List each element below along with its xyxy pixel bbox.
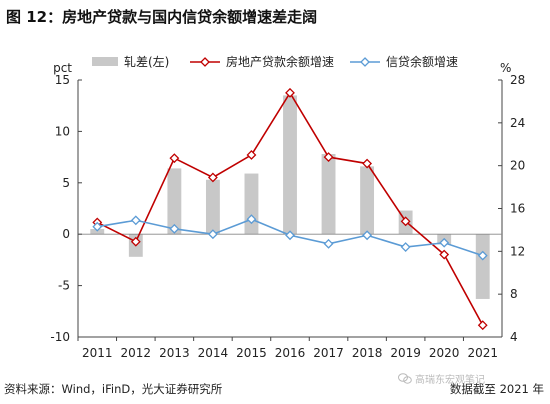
x-tick-label: 2017 xyxy=(313,346,344,360)
legend-label: 房地产贷款余额增速 xyxy=(226,54,334,69)
left-tick-label: -10 xyxy=(50,330,70,344)
bar xyxy=(283,95,297,235)
x-tick-label: 2012 xyxy=(121,346,152,360)
legend-marker xyxy=(200,57,210,67)
watermark: 高瑞东宏观笔记 xyxy=(398,371,485,386)
point xyxy=(323,152,334,163)
wechat-icon xyxy=(398,373,412,384)
point xyxy=(130,236,141,247)
point xyxy=(130,215,141,226)
right-tick-label: 8 xyxy=(510,287,518,301)
data-cutoff-note: 数据截至 2021 年 xyxy=(449,382,544,396)
x-tick-label: 2018 xyxy=(352,346,383,360)
bar xyxy=(475,234,490,299)
bar xyxy=(244,173,259,235)
bar xyxy=(90,229,105,235)
legend-label: 轧差(左) xyxy=(124,54,169,69)
point xyxy=(439,237,450,248)
x-tick-label: 2016 xyxy=(275,346,306,360)
legend-label: 信贷余额增速 xyxy=(386,54,458,69)
x-tick-label: 2019 xyxy=(390,346,421,360)
page-title: 图 12：房地产贷款与国内信贷余额增速差走阔 xyxy=(6,8,318,26)
right-axis-label: % xyxy=(500,61,511,75)
left-tick-label: 0 xyxy=(62,227,70,241)
point xyxy=(169,223,180,234)
x-tick-label: 2013 xyxy=(159,346,190,360)
x-tick-label: 2011 xyxy=(82,346,113,360)
right-tick-label: 12 xyxy=(510,244,525,258)
bar xyxy=(205,179,220,235)
point xyxy=(439,249,450,260)
point xyxy=(169,153,180,164)
left-tick-label: 5 xyxy=(62,176,70,190)
point xyxy=(285,230,295,241)
point xyxy=(400,242,411,252)
point xyxy=(477,320,488,331)
bar xyxy=(321,154,336,235)
point xyxy=(285,87,295,98)
right-tick-label: 20 xyxy=(510,159,525,173)
point xyxy=(207,172,218,183)
point xyxy=(92,221,103,232)
point xyxy=(400,216,411,227)
point xyxy=(477,250,488,261)
left-tick-label: 15 xyxy=(55,73,70,87)
watermark-text: 高瑞东宏观笔记 xyxy=(415,375,485,386)
right-tick-label: 16 xyxy=(510,202,525,216)
x-tick-label: 2015 xyxy=(236,346,267,360)
right-tick-label: 28 xyxy=(510,73,525,87)
bar-series xyxy=(90,95,490,299)
source-note: 资料来源：Wind，iFinD，光大证券研究所 xyxy=(4,382,223,396)
bar xyxy=(360,166,375,235)
point xyxy=(246,150,257,160)
right-tick-label: 4 xyxy=(510,330,518,344)
left-tick-label: -5 xyxy=(58,279,70,293)
right-tick-label: 24 xyxy=(510,116,525,130)
bar xyxy=(167,168,182,235)
x-tick-label: 2014 xyxy=(198,346,229,360)
point xyxy=(323,238,334,249)
x-tick-label: 2021 xyxy=(467,346,498,360)
line-series xyxy=(92,87,488,331)
point xyxy=(362,158,373,169)
point xyxy=(246,214,257,225)
legend-marker xyxy=(360,57,370,67)
point xyxy=(207,229,218,240)
legend-swatch-bar xyxy=(92,57,118,66)
x-tick-label: 2020 xyxy=(429,346,460,360)
left-tick-label: 10 xyxy=(55,124,70,138)
legend: 轧差(左) 房地产贷款余额增速 信贷余额增速 xyxy=(92,54,458,69)
point xyxy=(362,230,373,241)
left-axis-label: pct xyxy=(53,61,72,75)
